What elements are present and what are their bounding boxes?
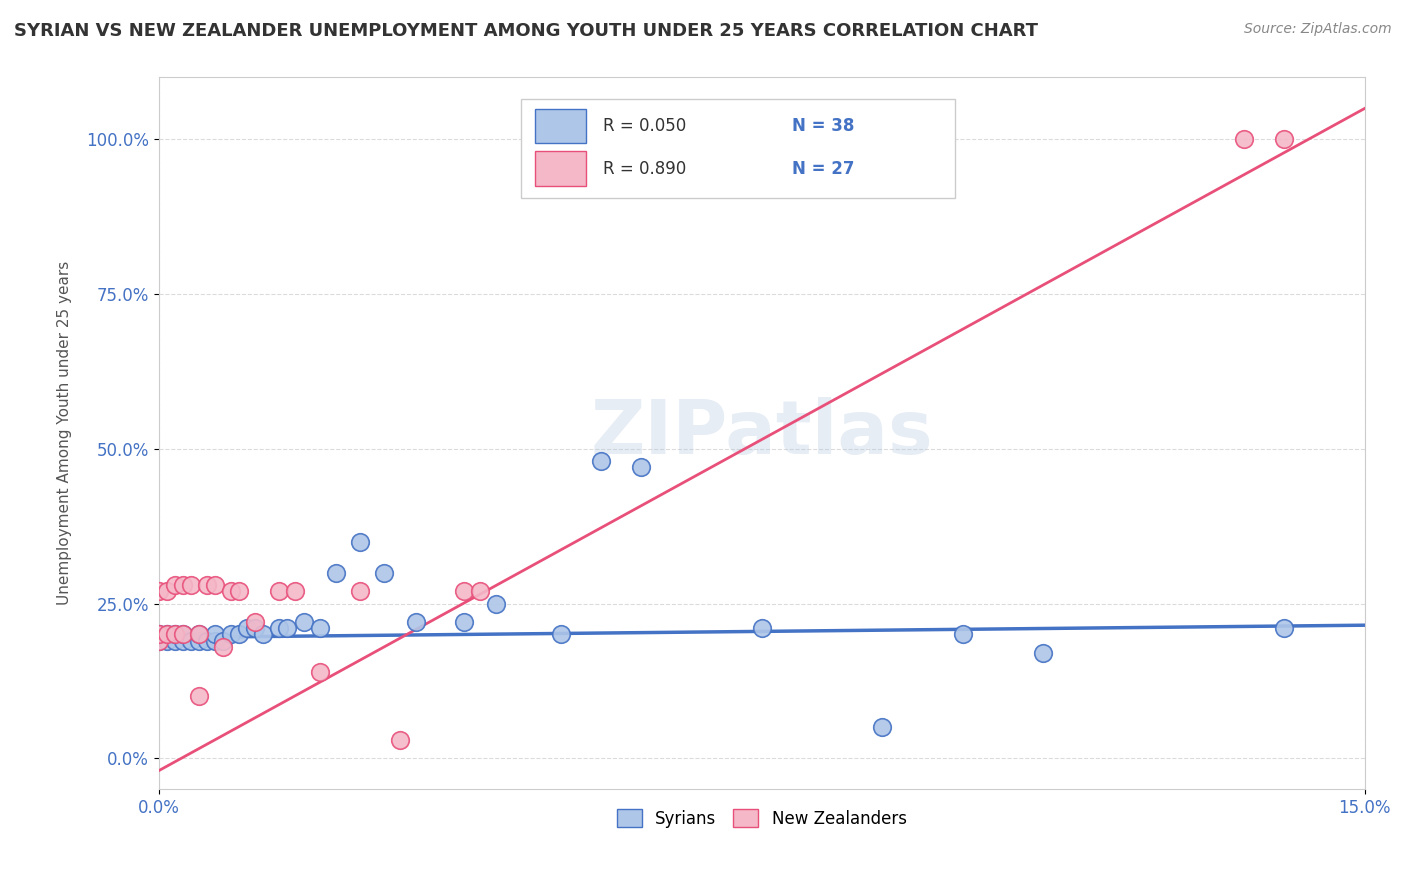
Point <box>269 621 291 635</box>
Point <box>1272 621 1295 635</box>
Text: ZIPatlas: ZIPatlas <box>591 397 934 470</box>
Point <box>195 578 218 592</box>
Point <box>308 665 330 679</box>
Point <box>148 633 170 648</box>
Point <box>163 578 186 592</box>
Point <box>204 633 226 648</box>
Point <box>630 460 652 475</box>
Point <box>1272 132 1295 146</box>
Point <box>156 627 179 641</box>
Point <box>470 584 492 599</box>
Point <box>204 578 226 592</box>
Point <box>219 584 242 599</box>
FancyBboxPatch shape <box>520 99 955 198</box>
Text: R = 0.890: R = 0.890 <box>603 160 686 178</box>
Point <box>156 633 179 648</box>
Point <box>172 578 194 592</box>
Point <box>156 627 179 641</box>
Point <box>349 584 371 599</box>
Point <box>172 627 194 641</box>
Point <box>163 633 186 648</box>
Point <box>180 633 202 648</box>
Point <box>188 627 211 641</box>
Point <box>550 627 572 641</box>
Point <box>751 621 773 635</box>
Point <box>148 627 170 641</box>
Point <box>212 633 235 648</box>
Point <box>172 633 194 648</box>
Point <box>872 720 894 734</box>
Point <box>292 615 315 629</box>
Point <box>349 534 371 549</box>
FancyBboxPatch shape <box>536 152 586 186</box>
Point <box>195 633 218 648</box>
Point <box>373 566 395 580</box>
Point <box>172 627 194 641</box>
Point <box>1233 132 1256 146</box>
Point <box>284 584 307 599</box>
Point <box>163 627 186 641</box>
Point <box>228 627 250 641</box>
Point <box>204 627 226 641</box>
Point <box>188 633 211 648</box>
Point <box>148 627 170 641</box>
Point <box>252 627 274 641</box>
Point <box>245 615 267 629</box>
Point <box>188 627 211 641</box>
Text: R = 0.050: R = 0.050 <box>603 117 686 135</box>
Point <box>148 584 170 599</box>
Point <box>952 627 974 641</box>
Point <box>589 454 612 468</box>
Point <box>180 578 202 592</box>
Point <box>308 621 330 635</box>
Point <box>188 690 211 704</box>
Point <box>453 615 475 629</box>
Point <box>485 597 508 611</box>
Point <box>269 584 291 599</box>
Point <box>405 615 427 629</box>
Point <box>236 621 259 635</box>
Text: N = 38: N = 38 <box>792 117 855 135</box>
FancyBboxPatch shape <box>536 109 586 143</box>
Point <box>148 633 170 648</box>
Legend: Syrians, New Zealanders: Syrians, New Zealanders <box>610 803 914 834</box>
Point <box>163 627 186 641</box>
Point <box>1032 646 1054 660</box>
Text: N = 27: N = 27 <box>792 160 855 178</box>
Point <box>219 627 242 641</box>
Text: SYRIAN VS NEW ZEALANDER UNEMPLOYMENT AMONG YOUTH UNDER 25 YEARS CORRELATION CHAR: SYRIAN VS NEW ZEALANDER UNEMPLOYMENT AMO… <box>14 22 1038 40</box>
Point <box>276 621 298 635</box>
Point <box>156 584 179 599</box>
Text: Source: ZipAtlas.com: Source: ZipAtlas.com <box>1244 22 1392 37</box>
Point <box>245 621 267 635</box>
Point <box>453 584 475 599</box>
Point <box>228 584 250 599</box>
Point <box>212 640 235 654</box>
Point <box>388 732 411 747</box>
Y-axis label: Unemployment Among Youth under 25 years: Unemployment Among Youth under 25 years <box>58 261 72 606</box>
Point <box>325 566 347 580</box>
